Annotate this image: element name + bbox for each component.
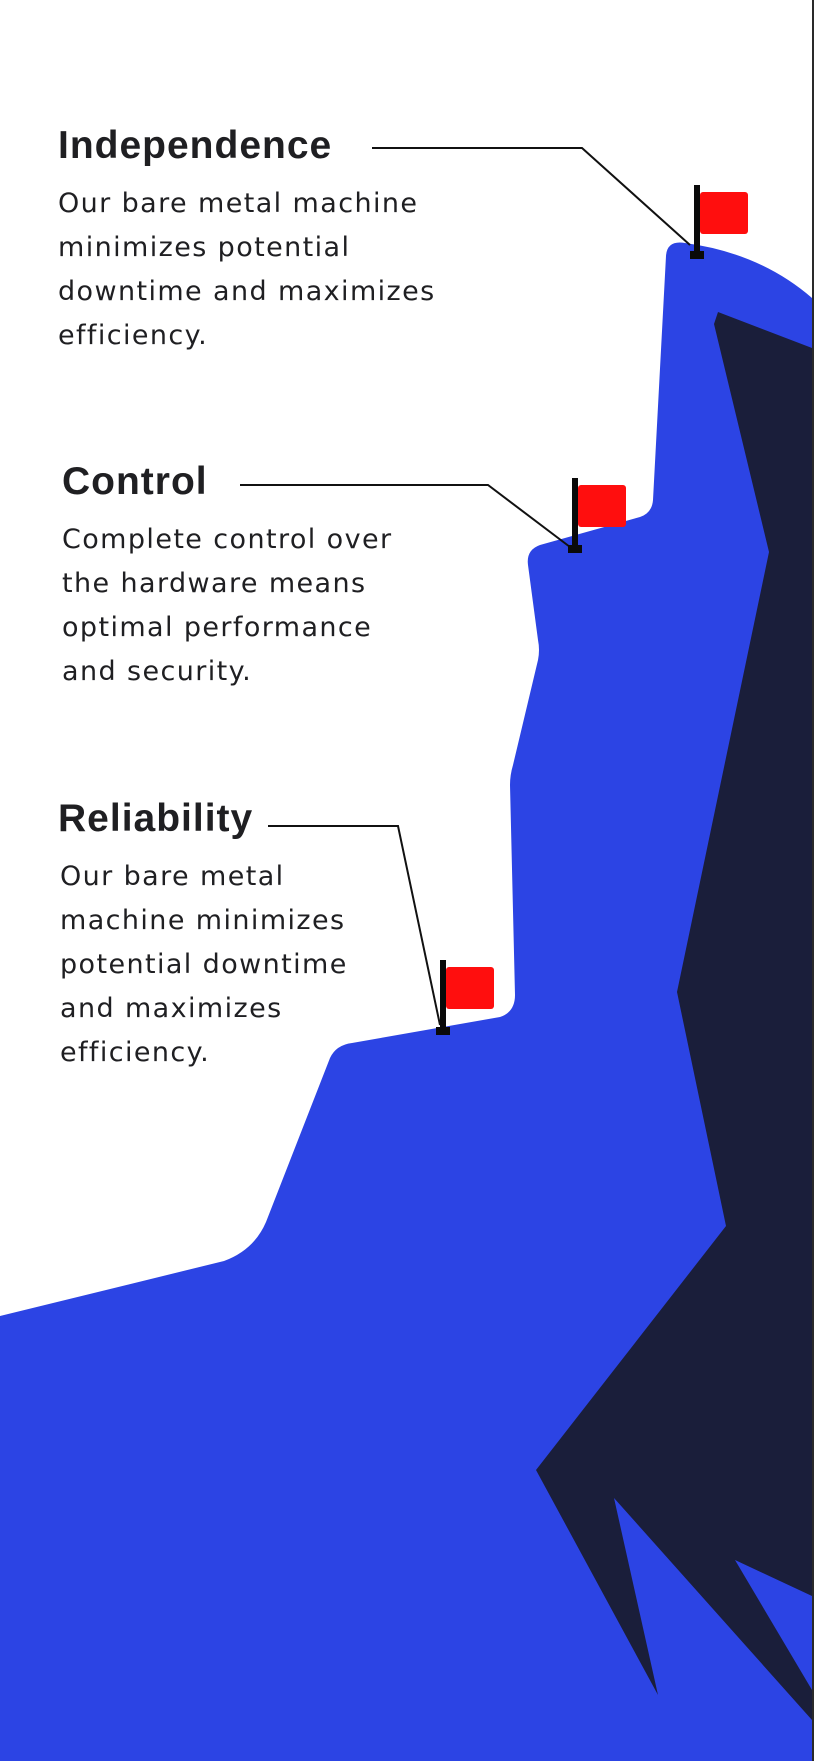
feature-description: Complete control over the hardware means… [62,524,393,687]
flag-base [568,545,582,553]
flag-pole [440,960,446,1032]
flag-pole [694,185,700,257]
feature-title: Independence [58,124,333,167]
leader-line-control [240,484,571,548]
flag-icon [568,478,626,553]
flag-cloth [700,192,748,234]
flag-icon [690,185,748,259]
feature-description: Our bare metal machine minimizes potenti… [60,861,348,1068]
flag-base [436,1027,450,1035]
flag-pole [572,478,578,550]
leader-line-independence [372,147,691,246]
leader-line-reliability [268,825,441,1026]
flag-base [690,251,704,259]
feature-control: Control Complete control over the hardwa… [62,460,422,694]
flag-cloth [446,967,494,1009]
feature-independence: Independence Our bare metal machine mini… [58,124,478,358]
feature-reliability: Reliability Our bare metal machine minim… [58,797,378,1075]
feature-title: Control [62,460,208,503]
flag-cloth [578,485,626,527]
feature-title: Reliability [58,797,254,840]
flag-icon [436,960,494,1035]
frame-border [812,0,814,1761]
feature-description: Our bare metal machine minimizes potenti… [58,188,436,351]
mountain-shadow [536,312,812,1720]
